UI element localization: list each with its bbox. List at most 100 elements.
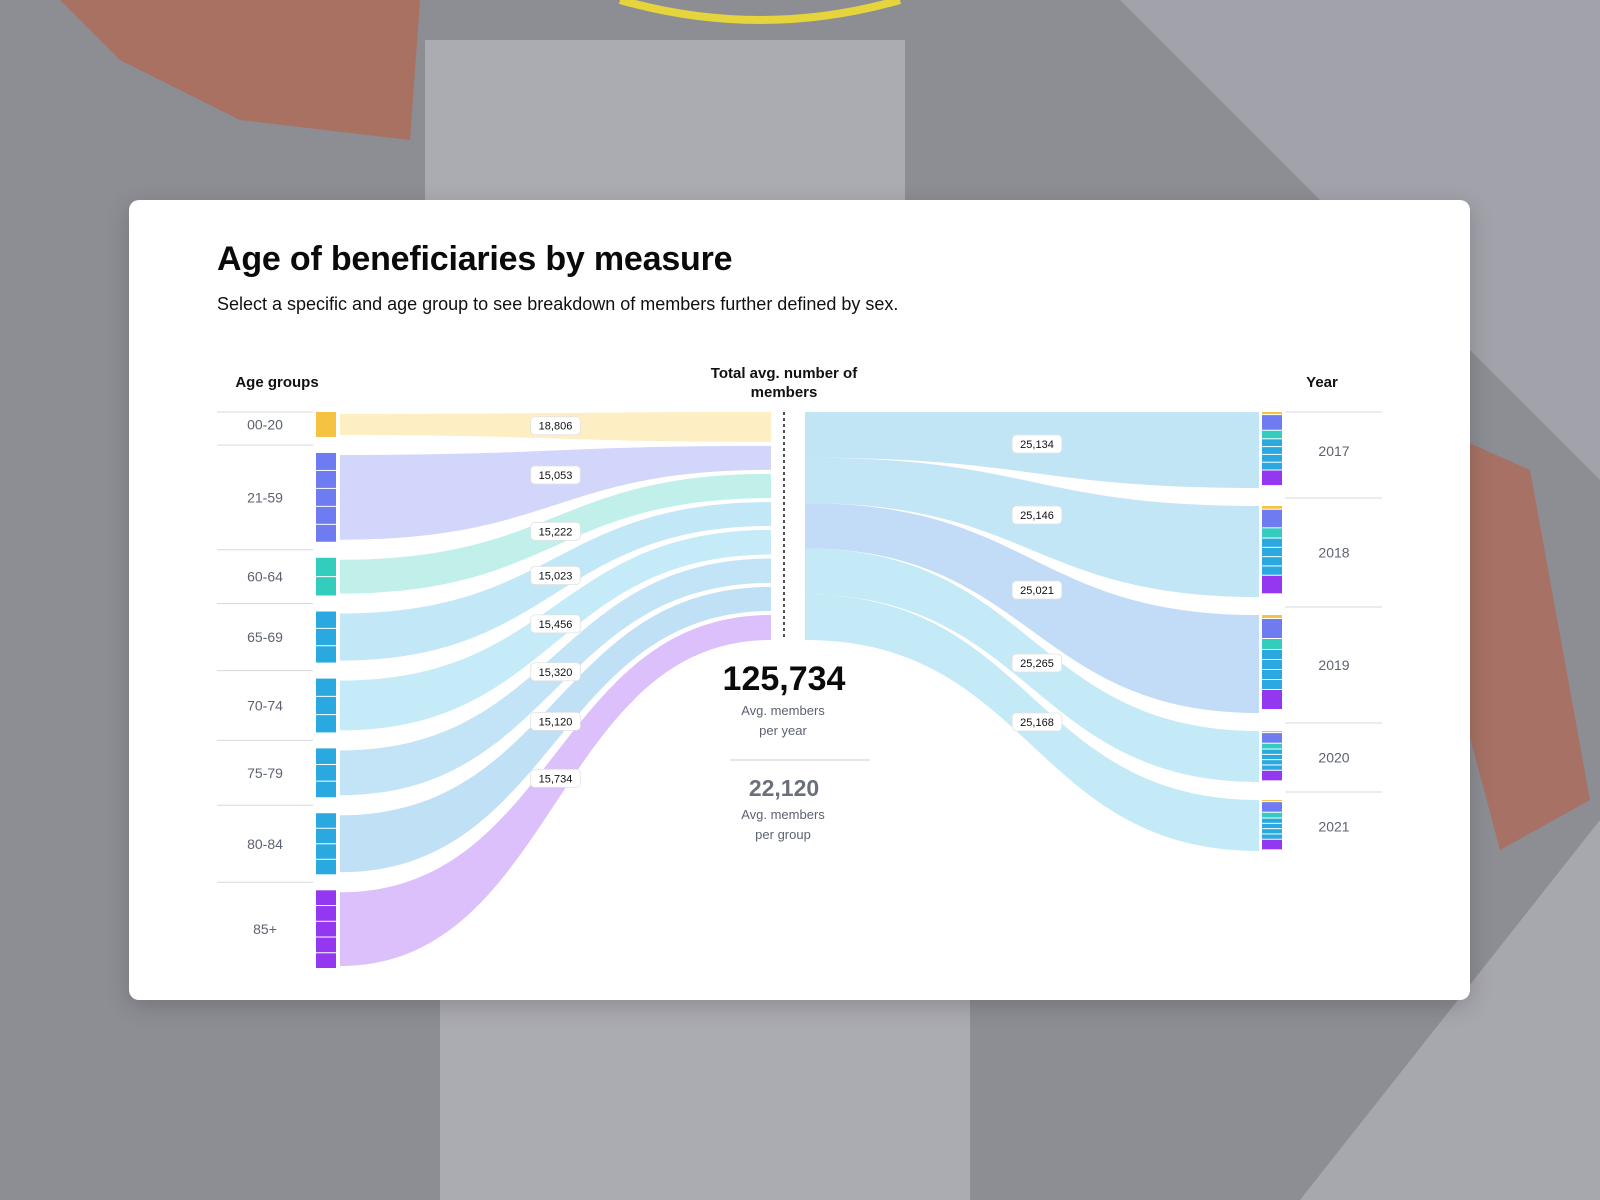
year-label: 2021 (1318, 819, 1349, 835)
year-node-2021-block (1262, 834, 1282, 839)
age-value-label-bg (530, 416, 581, 436)
age-label: 65-69 (247, 629, 283, 645)
age-value-label-bg (530, 614, 581, 634)
year-value-label: 25,265 (1020, 658, 1054, 670)
year-node-2018-block (1262, 547, 1282, 557)
year-node-2017-block (1262, 462, 1282, 470)
year-node-2021-block (1262, 802, 1282, 812)
age-node-85+-block (316, 937, 336, 953)
flow-age-85plus (340, 614, 771, 966)
flow-year-2018 (805, 457, 1259, 597)
year-node-2018-block (1262, 566, 1282, 575)
age-node-75-79-block (316, 748, 336, 765)
year-node-2021-block (1262, 829, 1282, 834)
year-node-2017-block (1262, 412, 1282, 415)
year-node-2020-block (1262, 754, 1282, 760)
chart-title: Age of beneficiaries by measure (217, 240, 733, 278)
age-label: 85+ (253, 921, 277, 937)
flow-year-2019 (805, 503, 1259, 713)
age-value-label-bg (530, 711, 581, 731)
year-value-label-bg (1011, 653, 1063, 673)
age-node-80-84-block (316, 828, 336, 844)
age-node-80-84-block (316, 844, 336, 859)
age-node-65-69-block (316, 611, 336, 628)
age-label: 21-59 (247, 489, 283, 505)
year-node-2019-block (1262, 680, 1282, 689)
age-label: 60-64 (247, 569, 283, 585)
age-node-70-74-block (316, 696, 336, 715)
labels-layer: 00-20 21-59 60-64 65-69 70-74 75-79 80-84 85+ 18… (235, 365, 1349, 937)
nodes-layer (316, 412, 1282, 968)
year-node-2020-block (1262, 733, 1282, 743)
year-node-2019-block (1262, 690, 1282, 709)
year-node-2020-block (1262, 770, 1282, 781)
age-value-label: 15,023 (539, 571, 573, 583)
per-group-label: per group (755, 827, 811, 842)
age-label: 00-20 (247, 416, 283, 432)
year-node-2017-block (1262, 470, 1282, 486)
age-node-65-69-block (316, 646, 336, 663)
year-value-label-bg (1011, 505, 1063, 525)
year-node-2021-block (1262, 823, 1282, 829)
year-node-2017-block (1262, 415, 1282, 430)
age-value-label: 15,734 (539, 773, 573, 785)
year-label: 2020 (1318, 750, 1349, 766)
year-header: Year (1306, 374, 1338, 391)
age-value-label: 15,053 (539, 470, 573, 482)
year-node-2019-block (1262, 639, 1282, 649)
year-node-2021-block (1262, 839, 1282, 850)
year-node-2018-block (1262, 509, 1282, 528)
year-node-2017-block (1262, 439, 1282, 447)
per-group-label: Avg. members (741, 807, 825, 822)
age-node-21-59-block (316, 452, 336, 470)
age-value-label: 18,806 (539, 421, 573, 433)
year-value-label: 25,146 (1020, 510, 1054, 522)
age-value-label-bg (530, 521, 581, 541)
year-node-2021-block (1262, 800, 1282, 802)
year-node-2018-block (1262, 575, 1282, 594)
age-node-60-64-block (316, 577, 336, 596)
year-label: 2019 (1318, 657, 1349, 673)
age-label: 80-84 (247, 836, 283, 852)
chart-card: Age of beneficiaries by measure Select a… (129, 200, 1470, 1000)
age-node-21-59-block (316, 524, 336, 542)
year-node-2017-block (1262, 447, 1282, 454)
year-node-2018-block (1262, 557, 1282, 566)
year-node-2019-block (1262, 670, 1282, 679)
age-value-label: 15,320 (539, 667, 573, 679)
age-label: 70-74 (247, 697, 283, 713)
year-node-2017-block (1262, 454, 1282, 462)
year-node-2021-block (1262, 818, 1282, 823)
age-node-70-74-block (316, 678, 336, 696)
year-node-2017-block (1262, 430, 1282, 439)
age-node-85+-block (316, 906, 336, 921)
year-value-label: 25,168 (1020, 717, 1054, 729)
age-node-70-74-block (316, 715, 336, 733)
age-label: 75-79 (247, 765, 283, 781)
year-node-2020-block (1262, 765, 1282, 770)
age-node-80-84-block (316, 813, 336, 828)
age-value-label-bg (530, 768, 581, 788)
year-node-2019-block (1262, 660, 1282, 669)
year-node-2020-block (1262, 731, 1282, 733)
age-node-80-84-block (316, 859, 336, 875)
per-group-value: 22,120 (749, 775, 819, 801)
year-node-2018-block (1262, 528, 1282, 538)
center-header: Total avg. number of (711, 365, 858, 382)
sankey-chart: 00-20 21-59 60-64 65-69 70-74 75-79 80-84 85+ 18… (217, 365, 1382, 968)
age-value-label: 15,456 (539, 619, 573, 631)
year-node-2018-block (1262, 538, 1282, 547)
year-node-2020-block (1262, 743, 1282, 749)
year-label: 2017 (1318, 443, 1349, 459)
year-node-2019-block (1262, 619, 1282, 638)
total-members-label: per year (759, 723, 807, 738)
age-node-85+-block (316, 890, 336, 906)
year-value-label: 25,021 (1020, 585, 1054, 597)
total-members-label: Avg. members (741, 703, 825, 718)
center-header: members (751, 384, 818, 401)
year-node-2018-block (1262, 506, 1282, 509)
age-node-21-59-block (316, 488, 336, 506)
year-value-label-bg (1011, 580, 1063, 600)
age-value-label-bg (530, 465, 581, 485)
year-node-2021-block (1262, 812, 1282, 818)
